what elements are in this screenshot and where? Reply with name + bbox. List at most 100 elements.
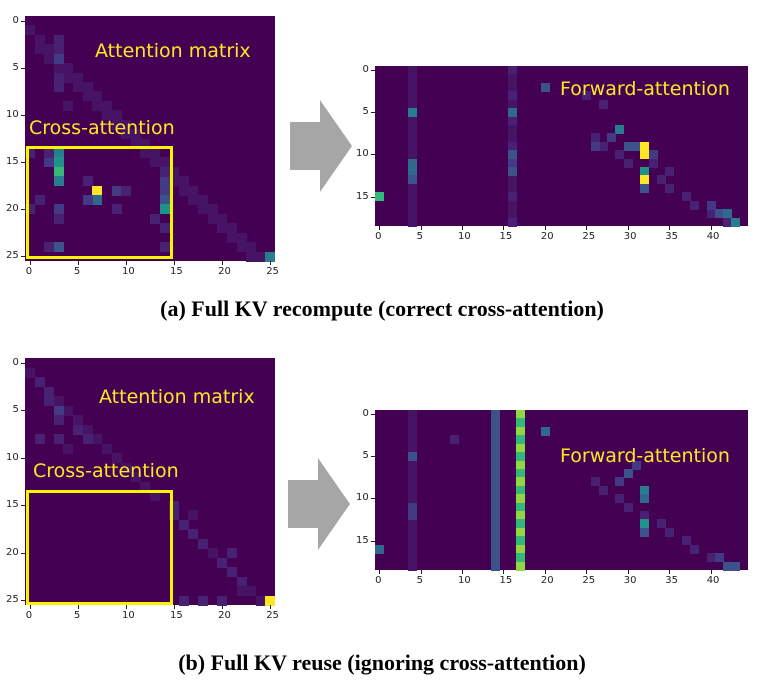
x-tick-mark <box>586 226 588 230</box>
panel-a: Attention matrix Cross-attention 0 5 10 15 2… <box>0 0 764 330</box>
heatmap-cell <box>449 435 459 445</box>
y-tick-label: 25 <box>6 250 19 262</box>
heatmap-cell <box>53 34 64 45</box>
heatmap-cell <box>53 204 64 215</box>
heatmap-cell <box>648 158 658 168</box>
heatmap-cell <box>25 367 35 378</box>
heatmap-cell <box>507 209 517 219</box>
heatmap-cell <box>236 242 247 253</box>
heatmap-cell <box>408 410 418 419</box>
heatmap-cell <box>111 119 122 130</box>
heatmap-cell <box>111 204 122 215</box>
heatmap-cell <box>515 443 525 453</box>
forward-attention-title: Forward-attention <box>560 78 730 100</box>
x-tick-mark <box>420 226 422 230</box>
y-tick-mark <box>371 70 375 72</box>
heatmap-cell <box>44 53 55 64</box>
x-tick-mark <box>125 605 127 609</box>
heatmap-cell <box>515 410 525 419</box>
x-tick-mark <box>627 226 629 230</box>
heatmap-cell <box>408 66 418 75</box>
heatmap-cell <box>665 167 675 177</box>
x-tick-mark <box>503 226 505 230</box>
y-tick-label: 15 <box>356 534 369 546</box>
x-tick-mark <box>174 605 176 609</box>
attention-matrix-title: Attention matrix <box>95 40 251 62</box>
heatmap-cell <box>640 527 650 537</box>
heatmap-cell <box>73 72 84 83</box>
heatmap-cell <box>491 561 501 571</box>
heatmap-cell <box>723 209 733 219</box>
x-tick-mark <box>544 226 546 230</box>
heatmap-cell <box>590 133 600 143</box>
heatmap-cell <box>491 485 501 495</box>
y-tick-mark <box>21 114 25 116</box>
x-tick-mark <box>222 261 224 265</box>
heatmap-cell <box>236 586 247 596</box>
heatmap-cell <box>140 138 151 149</box>
x-tick-label: 20 <box>218 266 231 277</box>
heatmap-cell <box>615 477 625 487</box>
heatmap-cell <box>408 209 418 219</box>
heatmap-cell <box>590 141 600 151</box>
heatmap-cell <box>34 44 45 55</box>
heatmap-cell <box>92 434 103 444</box>
heatmap-cell <box>615 494 625 504</box>
heatmap-cell <box>159 223 170 234</box>
heatmap-cell <box>507 141 517 151</box>
y-tick-mark <box>21 67 25 69</box>
heatmap-cell <box>408 494 418 504</box>
heatmap-cell <box>507 217 517 227</box>
heatmap-cell <box>408 183 418 193</box>
heatmap-cell <box>515 502 525 512</box>
heatmap-cell <box>623 141 633 151</box>
y-tick-label: 0 <box>12 356 19 368</box>
y-tick-mark <box>21 209 25 211</box>
y-tick-mark <box>371 196 375 198</box>
x-tick-label: 5 <box>416 231 423 242</box>
heatmap-cell <box>226 548 237 558</box>
y-tick-label: 10 <box>356 148 369 160</box>
heatmap-cell <box>53 176 64 187</box>
heatmap-cell <box>623 502 633 512</box>
x-tick-mark <box>174 261 176 265</box>
heatmap-cell <box>515 494 525 504</box>
heatmap-cell <box>44 396 55 406</box>
heatmap-cell <box>491 435 501 445</box>
heatmap-cell <box>121 129 132 140</box>
heatmap-cell <box>34 377 45 387</box>
heatmap-cell <box>491 502 501 512</box>
heatmap-cell <box>640 141 650 151</box>
heatmap-cell <box>515 544 525 554</box>
heatmap-cell <box>515 426 525 436</box>
heatmap-cell <box>491 452 501 462</box>
x-tick-label: 15 <box>170 266 183 277</box>
heatmap-cell <box>375 544 384 554</box>
y-tick-mark <box>371 498 375 500</box>
x-tick-label: 20 <box>540 575 554 586</box>
x-tick-label: 10 <box>121 266 135 277</box>
x-tick-label: 0 <box>375 575 382 586</box>
heatmap-cell <box>198 195 209 206</box>
heatmap-cell <box>408 553 418 563</box>
heatmap-cell <box>265 595 276 606</box>
x-tick-mark <box>29 261 31 265</box>
heatmap-cell <box>507 74 517 84</box>
heatmap-cell <box>169 176 180 187</box>
heatmap-cell <box>159 185 170 196</box>
x-tick-mark <box>270 605 272 609</box>
x-tick-mark <box>669 570 671 574</box>
heatmap-cell <box>130 129 141 140</box>
y-tick-label: 25 <box>6 594 19 606</box>
x-tick-label: 5 <box>416 575 423 586</box>
heatmap-cell <box>507 167 517 177</box>
heatmap-cell <box>25 147 35 158</box>
x-tick-label: 0 <box>25 610 33 621</box>
heatmap-cell <box>515 452 525 462</box>
heatmap-cell <box>515 527 525 537</box>
heatmap-cell <box>53 213 64 224</box>
x-tick-mark <box>586 570 588 574</box>
heatmap-cell <box>408 443 418 453</box>
y-tick-label: 5 <box>12 404 19 416</box>
heatmap-cell <box>491 418 501 428</box>
